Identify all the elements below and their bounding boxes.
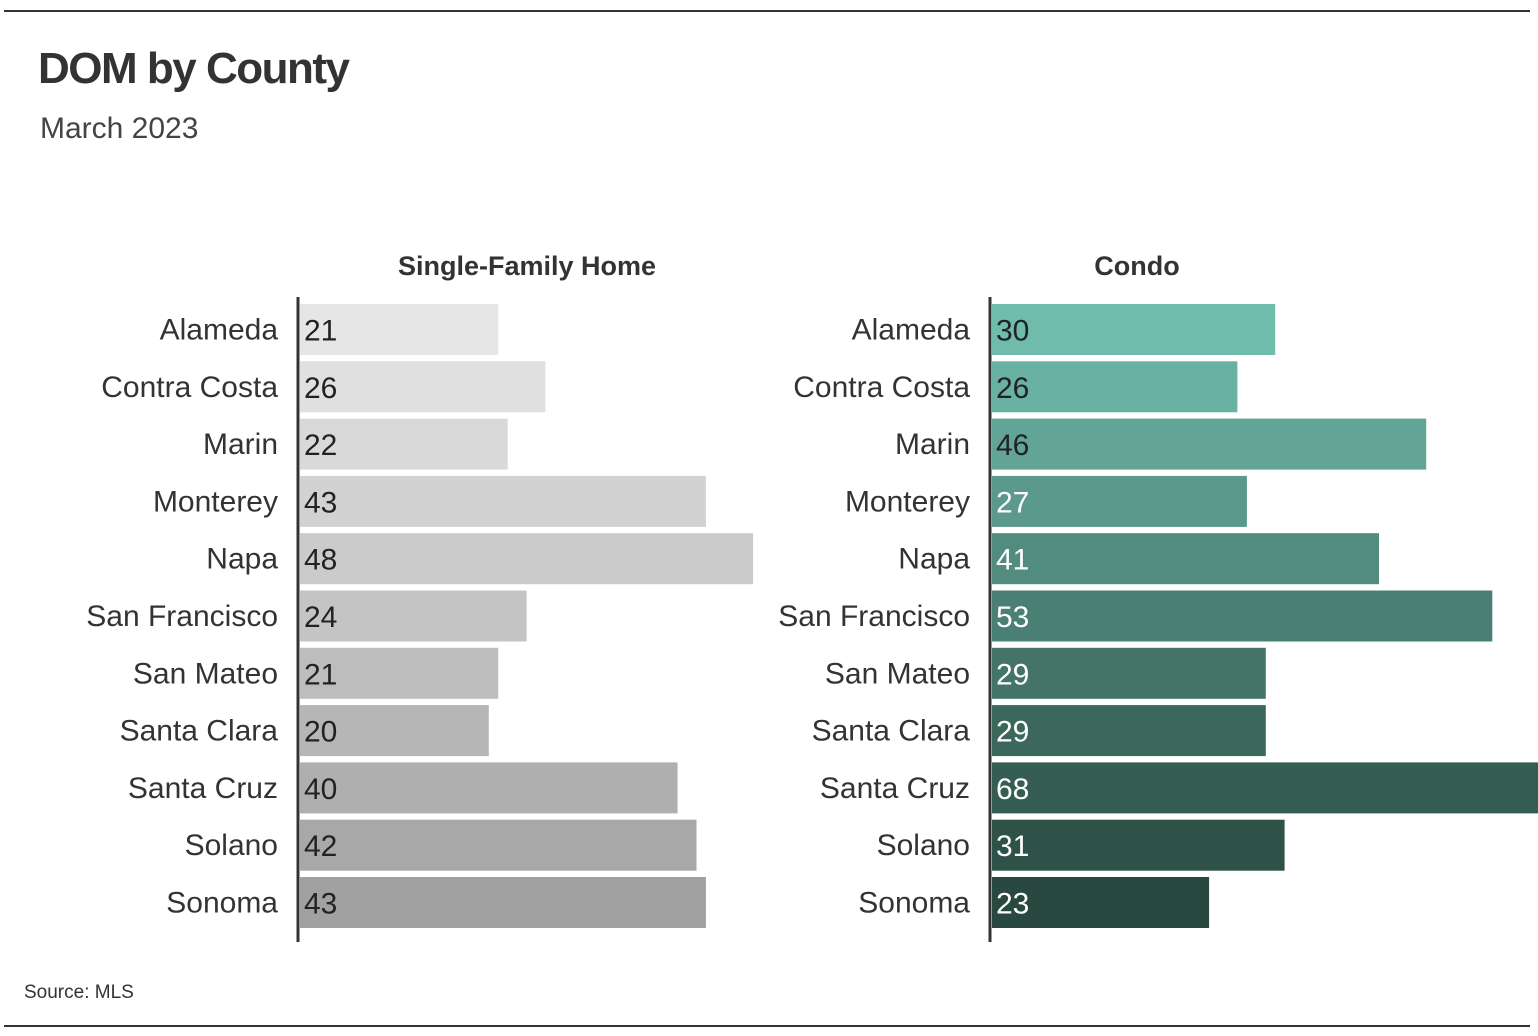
category-label: Marin [895, 428, 970, 461]
category-label: Santa Cruz [820, 772, 970, 805]
bottom-rule [4, 1025, 1530, 1027]
category-label: Napa [206, 543, 278, 576]
data-label: 26 [304, 372, 337, 405]
data-label: 23 [996, 888, 1029, 921]
category-label: Monterey [845, 485, 970, 518]
top-rule [4, 10, 1530, 12]
data-label: 68 [996, 773, 1029, 806]
data-label: 21 [304, 315, 337, 348]
bar [300, 475, 706, 527]
data-label: 21 [304, 658, 337, 691]
category-label: Marin [203, 428, 278, 461]
bar [300, 361, 546, 413]
bar [992, 762, 1538, 814]
data-label: 46 [996, 429, 1029, 462]
category-label: Napa [898, 543, 970, 576]
bar [300, 705, 489, 757]
data-label: 20 [304, 716, 337, 749]
category-label: San Mateo [825, 657, 970, 690]
category-label: Sonoma [858, 887, 970, 920]
data-label: 22 [304, 429, 337, 462]
category-label: San Francisco [778, 600, 970, 633]
data-label: 42 [304, 830, 337, 863]
source-note: Source: MLS [24, 982, 134, 1003]
data-label: 41 [996, 544, 1029, 577]
data-label: 30 [996, 315, 1029, 348]
bar [992, 819, 1285, 871]
panel-condo: Condo Alameda 30 Contra Costa 26 Marin 46 Monte… [778, 251, 1538, 942]
chart-title: DOM by County [38, 44, 350, 93]
bar [992, 361, 1238, 413]
data-label: 27 [996, 486, 1029, 519]
data-label: 29 [996, 658, 1029, 691]
bar [992, 475, 1247, 527]
bar [992, 418, 1427, 470]
data-label: 24 [304, 601, 337, 634]
bar [300, 877, 706, 928]
category-label: Santa Cruz [128, 772, 278, 805]
data-label: 43 [304, 486, 337, 519]
panel-single-family-home: Single-Family Home Alameda 21 Contra Costa 2… [86, 251, 754, 942]
bar [992, 304, 1276, 355]
data-label: 29 [996, 716, 1029, 749]
bar [300, 647, 499, 699]
bar [300, 304, 499, 355]
category-label: Solano [185, 829, 278, 862]
bar [300, 819, 697, 871]
bar [992, 647, 1266, 699]
category-label: Alameda [852, 314, 971, 347]
category-label: Santa Clara [812, 715, 971, 748]
chart-subtitle: March 2023 [40, 112, 199, 145]
category-label: Contra Costa [101, 371, 278, 404]
category-label: Sonoma [166, 887, 278, 920]
data-label: 31 [996, 830, 1029, 863]
category-label: San Francisco [86, 600, 278, 633]
data-label: 43 [304, 888, 337, 921]
data-label: 26 [996, 372, 1029, 405]
bar [300, 418, 508, 470]
category-label: Solano [877, 829, 970, 862]
category-label: Santa Clara [120, 715, 279, 748]
bar [300, 762, 678, 814]
category-label: Contra Costa [793, 371, 970, 404]
data-label: 48 [304, 544, 337, 577]
bar [992, 705, 1266, 757]
bar [992, 590, 1493, 642]
data-label: 53 [996, 601, 1029, 634]
bar [992, 877, 1210, 928]
category-label: Alameda [160, 314, 279, 347]
bar [992, 533, 1379, 585]
panel-title: Condo [1094, 251, 1179, 281]
category-label: San Mateo [133, 657, 278, 690]
bar [300, 590, 527, 642]
category-label: Monterey [153, 485, 278, 518]
data-label: 40 [304, 773, 337, 806]
panel-title: Single-Family Home [398, 251, 656, 281]
bar [300, 533, 754, 585]
